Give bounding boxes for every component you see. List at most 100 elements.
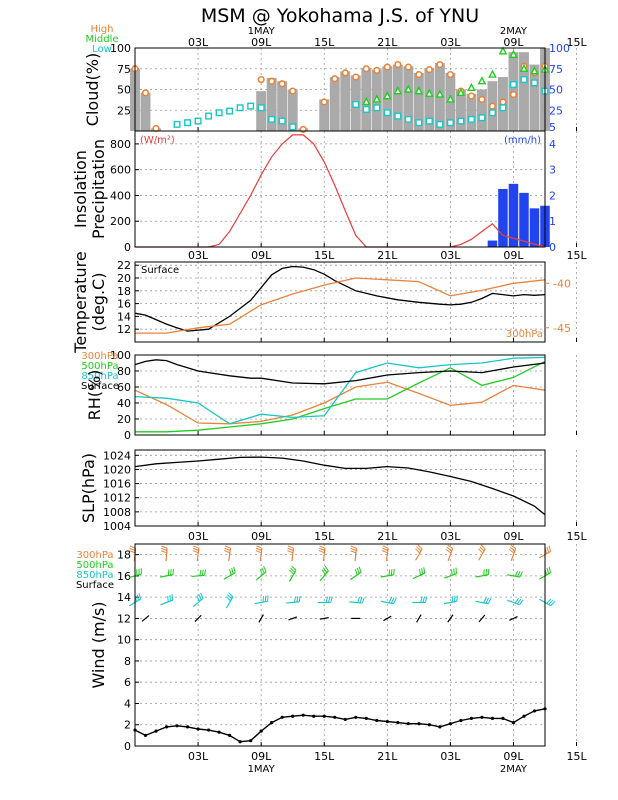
cloud-bar: [287, 89, 298, 131]
insolation-ytick-label: 400: [110, 189, 131, 202]
top-time-tick-label: 03L: [188, 36, 209, 49]
rh-legend-label: 300hPa: [81, 351, 118, 362]
wind-barb-flag: [483, 597, 487, 604]
wind-ytick-label: 16: [117, 570, 131, 583]
cloud-bar: [319, 99, 330, 131]
wind-ytick-label: 2: [124, 719, 131, 732]
cloud-right-tick-label: 75: [549, 63, 563, 76]
rh-ytick-label: 100: [110, 349, 131, 362]
wind-barb-850hpa: [443, 595, 458, 605]
cloud-low-marker: [215, 109, 223, 117]
cloud-middle-marker: [477, 76, 487, 85]
legend-high-label: High: [91, 24, 114, 35]
cloud-middle-marker: [509, 49, 518, 58]
insolation-ytick-label: 800: [110, 138, 131, 151]
wind-barb-flag: [546, 598, 552, 604]
chart-title: MSM @ Yokohama J.S. of YNU: [201, 5, 479, 27]
top-time-tick-label: 09L: [251, 36, 272, 49]
precipitation-bar: [529, 208, 540, 247]
wind-barb-flag: [415, 548, 421, 554]
bottom-date-label: 2MAY: [500, 764, 528, 775]
wind-speed-point: [333, 715, 337, 719]
wind-barb-flag: [390, 569, 393, 576]
wind-barb-300hpa: [287, 545, 295, 562]
wind-barb-500hpa: [380, 568, 395, 578]
rh-ytick-label: 20: [117, 413, 131, 426]
wind-barb-flag: [350, 545, 357, 549]
slp-ytick-label: 1020: [103, 463, 131, 476]
wind-ytick-label: 12: [117, 612, 131, 625]
wind-speed-point: [164, 725, 169, 729]
insolation-x-tick-label: 09L: [251, 249, 272, 262]
rh-line-850hpa: [134, 356, 546, 425]
wind-barb-flag: [289, 569, 294, 575]
wind-ytick-label: 0: [124, 740, 131, 753]
wind-speed-point: [185, 725, 190, 729]
slp-ytick-label: 1008: [103, 506, 131, 519]
slp-x-tick-label: 03L: [188, 530, 209, 543]
insolation-ylabel: Insolation: [71, 150, 90, 228]
wind-speed-point: [175, 724, 179, 728]
wind-barb-shaft: [194, 614, 202, 623]
cloud-ytick-label: 25: [117, 104, 131, 117]
wind-barb-flag: [517, 570, 521, 577]
wind-speed-point: [143, 733, 148, 737]
wind-barb-shaft: [478, 614, 486, 623]
cloud-high-marker: [362, 65, 370, 73]
wind-barb-300hpa: [224, 545, 232, 562]
wind-barb-flag: [478, 548, 484, 554]
wind-barb-surface: [258, 614, 264, 623]
wind-barb-flag: [514, 570, 519, 577]
cloud-middle-marker: [393, 86, 403, 95]
cloud-low-marker: [205, 112, 213, 120]
wind-barb-500hpa: [444, 567, 457, 579]
wind-barb-surface: [383, 615, 392, 622]
wind-barb-flag: [480, 544, 486, 550]
wind-speed-point: [385, 719, 389, 724]
wind-barb-300hpa: [318, 545, 326, 562]
slp-x-tick-label: 03L: [440, 530, 461, 543]
wind-barb-flag: [453, 595, 456, 602]
cloud-low-marker: [436, 120, 444, 128]
wind-barb-flag: [388, 597, 393, 604]
wind-speed-point: [448, 722, 452, 726]
slp-ytick-label: 1024: [103, 449, 131, 462]
wind-barb-flag: [296, 596, 299, 603]
precipitation-right-tick-label: 1: [549, 215, 556, 228]
cloud-high-marker: [257, 75, 265, 84]
temperature-ytick-label: 14: [117, 310, 131, 323]
cloud-high-marker: [425, 65, 433, 74]
cloud-bar: [529, 64, 540, 131]
wind-barb-flag: [129, 547, 136, 551]
wind-barb-flag: [354, 569, 358, 576]
cloud-high-marker: [488, 102, 497, 110]
cloud-high-marker: [404, 63, 412, 71]
cloud-low-marker: [257, 104, 265, 112]
wind-barb-500hpa: [288, 565, 297, 582]
wind-barb-flag: [393, 597, 397, 604]
cloud-bar: [340, 71, 351, 131]
cloud-bar: [277, 81, 288, 131]
wind-ytick-label: 18: [117, 549, 131, 562]
wind-barb-850hpa: [160, 594, 174, 606]
cloud-middle-marker: [467, 82, 476, 92]
cloud-low-marker: [499, 104, 507, 112]
cloud-bar: [413, 72, 424, 131]
rh-ytick-label: 0: [124, 429, 131, 442]
wind-barb-shaft: [383, 615, 392, 622]
wind-barb-850hpa: [412, 596, 428, 604]
cloud-low-marker: [383, 109, 391, 117]
wind-barb-flag: [264, 595, 267, 602]
slp-x-tick-label: 09L: [251, 530, 272, 543]
wind-barb-flag: [350, 550, 357, 554]
insolation-ytick-label: 200: [110, 215, 131, 228]
cloud-low-marker: [488, 109, 496, 117]
wind-speed-point: [406, 722, 410, 726]
cloud-low-marker: [530, 79, 538, 87]
rh-legend-label: Surface: [81, 381, 119, 392]
wind-speed-point: [427, 723, 431, 727]
rh-frame: [134, 354, 546, 436]
cloud-bar: [392, 64, 403, 131]
wind-barb-flag: [262, 596, 264, 603]
wind-barb-flag: [388, 569, 391, 576]
